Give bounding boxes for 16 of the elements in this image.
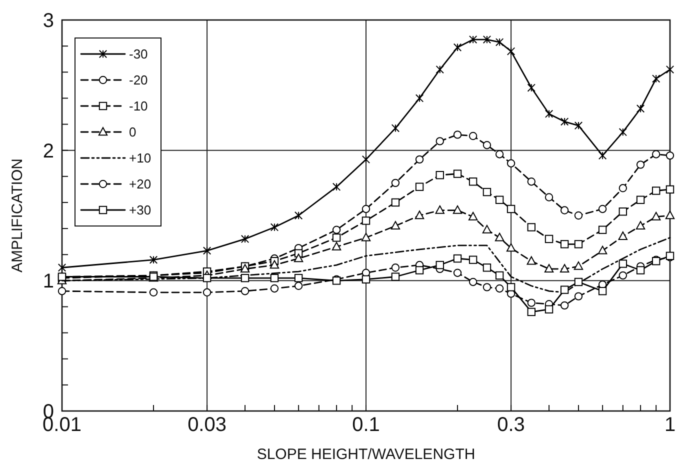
x-axis-title: SLOPE HEIGHT/WAVELENGTH xyxy=(256,446,476,463)
legend-label: +20 xyxy=(129,176,152,192)
legend-label: -10 xyxy=(129,98,148,114)
x-tick-label: 0.1 xyxy=(352,414,380,436)
y-tick-label: 2 xyxy=(42,140,54,162)
x-tick-label: 0.03 xyxy=(188,414,227,436)
x-tick-label: 0.3 xyxy=(497,414,525,436)
legend-label: -30 xyxy=(129,46,148,62)
y-tick-label: 1 xyxy=(42,270,54,293)
legend-label: 0 xyxy=(129,124,136,140)
legend-label: +30 xyxy=(129,202,152,218)
legend-label: +10 xyxy=(129,150,152,166)
y-axis-title: AMPLIFICATION xyxy=(9,158,26,272)
legend-label: -20 xyxy=(129,72,148,88)
y-tick-label: 3 xyxy=(42,10,54,32)
x-tick-label: 1 xyxy=(664,414,676,436)
